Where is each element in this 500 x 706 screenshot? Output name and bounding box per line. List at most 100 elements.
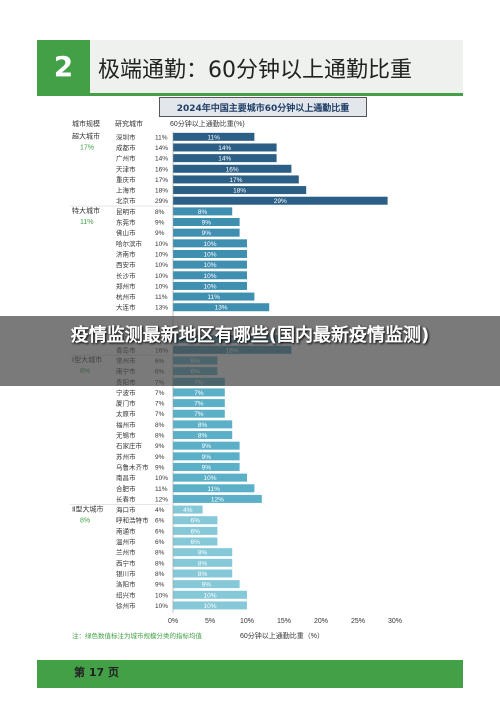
city-label: 宁波市 [116,388,136,397]
value-label: 8% [155,433,165,440]
bar [173,431,233,440]
value-label: 6% [155,539,165,546]
chart-note: 注：绿色数值标注为城市规模分类的指标均值 [72,631,203,640]
bar-label: 9% [202,443,212,450]
city-label: 太原市 [116,409,136,418]
value-label: 10% [155,603,168,610]
bar-label: 10% [203,262,216,269]
value-label: 7% [155,390,165,397]
bar-label: 17% [229,177,242,184]
city-label: 呼和浩特市 [116,516,149,525]
city-label: 重庆市 [116,175,136,184]
value-label: 6% [155,518,165,525]
bar-label: 10% [203,592,216,599]
bar [173,473,247,482]
bar [173,249,247,258]
city-label: 广州市 [116,154,136,163]
section-title: 极端通勤：60分钟以上通勤比重 [98,58,412,83]
bar-label: 10% [203,273,216,280]
tier-average-label: 17% [80,145,94,152]
bar [173,505,203,514]
value-label: 10% [155,475,168,482]
bar-label: 10% [203,475,216,482]
city-label: 徐州市 [116,601,136,610]
bar-label: 8% [198,571,208,578]
value-label: 10% [155,273,168,280]
value-label: 7% [155,411,165,418]
page-footer-bar [37,660,463,688]
value-label: 14% [155,156,168,163]
city-label: 福州市 [116,420,136,429]
column-header-value: 60分钟以上通勤比重(%) [170,119,245,128]
bar [173,292,255,301]
city-label: 石家庄市 [116,441,143,450]
value-label: 9% [155,582,165,589]
city-label: 海口市 [116,505,136,514]
bar-label: 14% [218,156,231,163]
value-label: 8% [155,560,165,567]
section-number: 2 [37,40,90,93]
bar [173,494,262,503]
x-tick-label: 30% [388,618,402,625]
city-label: 温州市 [116,537,136,546]
bar [173,462,240,471]
bar [173,441,240,450]
x-axis-label: 60分钟以上通勤比重（%） [240,631,324,640]
value-label: 10% [155,592,168,599]
tier-average-label: 11% [80,219,94,226]
bar-label: 11% [207,134,220,141]
bar [173,218,240,227]
city-label: 成都市 [116,143,136,152]
bar-label: 16% [226,166,239,173]
bar-label: 29% [274,198,287,205]
bar-label: 6% [190,528,200,535]
bar [173,420,233,429]
x-tick-label: 10% [240,618,254,625]
city-label: 南昌市 [116,473,136,482]
value-label: 4% [155,507,165,514]
city-label: 长沙市 [116,271,136,280]
tier-label: Ⅱ型大城市 [72,504,103,513]
value-label: 16% [155,166,168,173]
bar-label: 13% [215,305,228,312]
bar [173,143,277,152]
bar-label: 7% [194,401,204,408]
city-label: 郑州市 [116,281,136,290]
section-header-bar [37,40,463,96]
value-label: 11% [155,486,168,493]
bar [173,409,225,418]
value-label: 10% [155,262,168,269]
bar-label: 8% [198,550,208,557]
city-label: 无锡市 [116,431,136,440]
city-label: 厦门市 [116,399,136,408]
bar-label: 6% [190,518,200,525]
bar-label: 10% [203,241,216,248]
value-label: 6% [155,528,165,535]
bar [173,452,240,461]
city-label: 洛阳市 [116,580,136,589]
value-label: 8% [155,550,165,557]
value-label: 18% [155,188,168,195]
bar [173,558,233,567]
bar-label: 8% [198,422,208,429]
bar-label: 9% [202,582,212,589]
value-label: 17% [155,177,168,184]
bar [173,580,240,589]
x-tick-label: 5% [205,618,215,625]
bar-label: 10% [203,283,216,290]
value-label: 9% [155,443,165,450]
tier-label: 特大城市 [72,206,100,215]
city-label: 天津市 [116,164,136,173]
value-label: 11% [155,294,168,301]
city-label: 北京市 [116,196,136,205]
city-label: 深圳市 [116,132,136,141]
column-header-city: 研究城市 [115,119,143,128]
bar [173,186,307,195]
bar [173,569,233,578]
city-label: 哈尔滨市 [116,239,143,248]
bar-label: 10% [203,603,216,610]
bar-label: 11% [207,294,220,301]
city-label: 合肥市 [116,484,136,493]
city-label: 银川市 [116,569,136,578]
